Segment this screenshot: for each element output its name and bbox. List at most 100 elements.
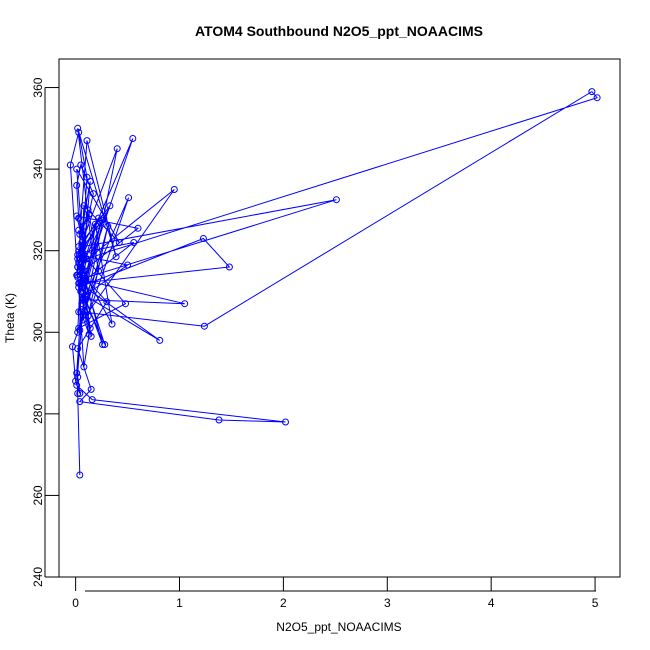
chart-title: ATOM4 Southbound N2O5_ppt_NOAACIMS (195, 23, 483, 39)
data-point (81, 296, 89, 304)
y-tick-label: 280 (31, 404, 45, 424)
data-point (74, 124, 82, 132)
data-point (84, 312, 92, 320)
data-point (85, 330, 93, 338)
data-point (77, 161, 85, 169)
x-tick-label: 2 (280, 596, 287, 610)
data-point (73, 381, 81, 389)
x-tick-label: 4 (488, 596, 495, 610)
data-point (112, 253, 120, 261)
data-point (74, 373, 82, 381)
y-tick-label: 240 (31, 567, 45, 587)
data-point (80, 222, 88, 230)
data-point (78, 283, 86, 291)
x-tick-label: 0 (72, 596, 79, 610)
plot-area (66, 88, 601, 479)
data-point (72, 377, 80, 385)
data-point (78, 247, 86, 255)
data-point (170, 186, 178, 193)
data-point (92, 222, 100, 230)
data-point (588, 88, 596, 96)
y-axis-label: Theta (K) (3, 293, 17, 343)
data-point (76, 398, 84, 406)
data-point (99, 341, 107, 348)
data-point (77, 288, 85, 295)
x-axis: 0 1 2 3 4 5 (72, 577, 599, 610)
data-point (199, 235, 207, 242)
data-point (108, 320, 116, 328)
data-point (74, 255, 82, 263)
data-point (75, 214, 83, 222)
data-point (115, 239, 123, 246)
y-tick-label: 260 (31, 485, 45, 505)
data-point (100, 214, 108, 222)
y-tick-label: 360 (31, 77, 45, 97)
x-tick-label: 3 (384, 596, 391, 610)
data-point (76, 230, 84, 238)
data-point (73, 181, 81, 189)
data-point (98, 216, 106, 224)
data-point (332, 196, 340, 204)
data-point (74, 390, 82, 397)
data-point (75, 226, 83, 234)
data-point (80, 363, 88, 371)
data-point (73, 212, 81, 220)
data-point (84, 206, 92, 214)
data-point (69, 343, 76, 351)
data-point (88, 396, 96, 404)
data-point (80, 202, 88, 210)
data-point (74, 263, 82, 271)
data-point (104, 222, 112, 230)
data-point (76, 390, 84, 397)
data-point (77, 308, 85, 316)
plot-frame (58, 58, 621, 578)
data-point (106, 202, 114, 210)
data-point (85, 210, 93, 218)
series-line (69, 90, 598, 476)
y-tick-label: 320 (31, 240, 45, 260)
data-point (225, 263, 233, 271)
data-point (156, 336, 164, 344)
data-point (75, 308, 83, 316)
data-point (82, 255, 90, 263)
data-point (83, 137, 91, 145)
data-point (95, 267, 102, 275)
x-tick-label: 1 (176, 596, 183, 610)
data-point (73, 165, 81, 173)
data-point (89, 190, 97, 198)
data-point (80, 271, 88, 279)
data-point (74, 273, 82, 281)
y-axis: 240 260 280 300 320 340 360 (31, 77, 59, 587)
data-point (75, 128, 83, 136)
data-point (101, 341, 109, 348)
data-point (88, 247, 96, 255)
data-point (593, 94, 601, 102)
data-point (129, 135, 137, 142)
data-point (76, 267, 84, 275)
data-point (282, 418, 289, 426)
data-point (125, 194, 133, 202)
data-point (75, 324, 83, 332)
data-point (75, 259, 83, 267)
data-point (134, 224, 142, 232)
data-point (78, 251, 86, 259)
data-point (130, 239, 138, 246)
y-tick-label: 300 (31, 322, 45, 342)
y-tick-label: 340 (31, 159, 45, 179)
x-axis-label: N2O5_ppt_NOAACIMS (276, 620, 401, 634)
data-point (113, 145, 121, 153)
data-point (122, 300, 129, 308)
data-point (73, 369, 81, 377)
data-point (200, 322, 208, 330)
data-point (76, 471, 84, 479)
data-point (87, 332, 95, 340)
x-tick-label: 5 (592, 596, 599, 610)
data-point (215, 416, 223, 424)
data-point (87, 385, 95, 393)
data-point (124, 261, 132, 269)
data-point (79, 237, 87, 244)
data-point (181, 300, 189, 308)
data-point (79, 316, 87, 324)
data-point (103, 298, 111, 306)
